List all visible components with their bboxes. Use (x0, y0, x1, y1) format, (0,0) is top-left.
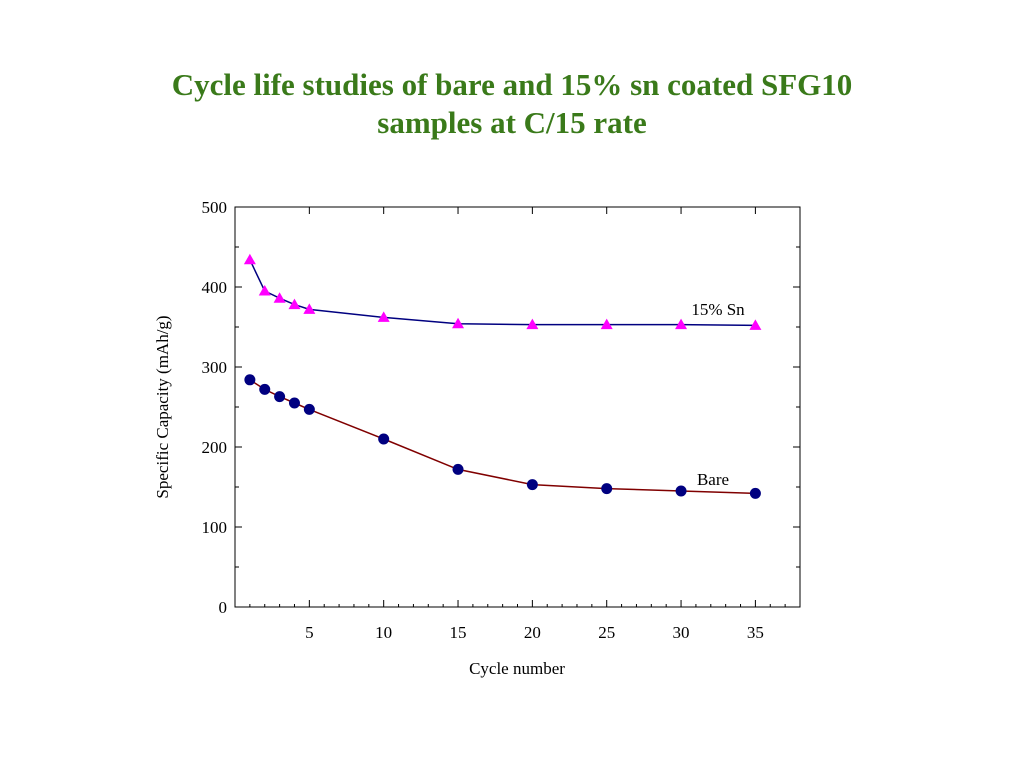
x-tick-label: 30 (673, 623, 690, 642)
series-label-bare: Bare (697, 470, 729, 489)
slide-title-line-2: samples at C/15 rate (377, 105, 647, 140)
series-lines (249, 259, 756, 495)
y-tick-label: 200 (202, 438, 228, 457)
x-axis-label: Cycle number (469, 659, 565, 678)
y-tick-label: 0 (219, 598, 228, 617)
series-markers (243, 253, 762, 499)
data-point-sn (288, 298, 301, 310)
data-point-sn (377, 311, 390, 322)
data-point-bare (452, 463, 464, 475)
y-tick-label: 300 (202, 358, 228, 377)
data-point-bare (378, 433, 390, 445)
data-point-bare (244, 374, 256, 386)
y-axis-label: Specific Capacity (mAh/g) (153, 315, 172, 498)
data-point-sn (258, 285, 271, 296)
x-tick-label: 15 (450, 623, 467, 642)
data-point-bare (274, 391, 286, 403)
plot-frame (234, 206, 801, 608)
y-tick-label: 400 (202, 278, 228, 297)
slide-title-line-1: Cycle life studies of bare and 15% sn co… (171, 67, 853, 102)
series-label-sn: 15% Sn (691, 300, 745, 319)
data-point-sn (675, 318, 688, 330)
data-point-bare (601, 483, 613, 495)
series-line-1 (249, 379, 756, 495)
data-point-bare (526, 479, 538, 491)
x-tick-label: 5 (305, 623, 314, 642)
x-tick-label: 20 (524, 623, 541, 642)
data-point-sn (452, 317, 465, 329)
data-point-sn (749, 319, 762, 330)
y-tick-label: 500 (202, 198, 228, 217)
data-point-sn (526, 318, 539, 330)
data-point-bare (749, 487, 761, 499)
x-tick-label: 25 (598, 623, 615, 642)
data-point-sn (303, 303, 316, 314)
data-point-sn (273, 292, 286, 303)
series-line-0 (249, 259, 756, 327)
y-tick-label: 100 (202, 518, 228, 537)
data-point-bare (303, 403, 315, 415)
data-point-sn (600, 318, 613, 330)
x-tick-label: 35 (747, 623, 764, 642)
data-point-bare (259, 383, 271, 395)
data-point-sn (243, 253, 256, 265)
data-point-bare (288, 397, 300, 409)
data-point-bare (675, 485, 687, 497)
axis-ticks: 0 100 200 300 400 500 5 10 15 20 25 30 35 (202, 198, 800, 642)
x-tick-label: 10 (375, 623, 392, 642)
slide-title: Cycle life studies of bare and 15% sn co… (0, 66, 1024, 142)
